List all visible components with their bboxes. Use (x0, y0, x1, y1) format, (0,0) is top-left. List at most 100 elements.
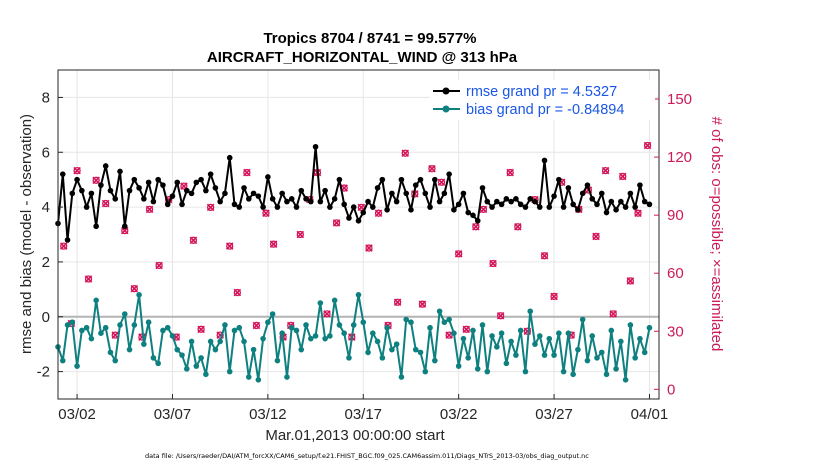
obs-assimilated-stroke (634, 209, 642, 217)
rmse-point (79, 187, 85, 194)
obs-possible-point (357, 203, 366, 212)
bias-point (150, 355, 157, 361)
obs-assimilated-point (437, 178, 446, 187)
rmse-point (465, 209, 472, 216)
obs-assimilated-stroke (84, 275, 93, 283)
rmse-point (603, 209, 610, 216)
plot-area (55, 69, 660, 400)
obs-assimilated-point (454, 250, 463, 258)
bias-point (641, 349, 648, 356)
rmse-point (160, 182, 166, 188)
obs-assimilated-stroke (540, 252, 549, 260)
rmse-point (102, 163, 109, 169)
obs-possible-point (180, 182, 188, 190)
bias-point (121, 311, 128, 317)
obs-possible-point (418, 300, 427, 308)
x-tick-label: 03/27 (535, 406, 573, 423)
rmse-point (579, 190, 586, 197)
obs-assimilated-point (592, 232, 600, 241)
rmse-point (98, 182, 104, 188)
rmse-point (93, 223, 99, 230)
bias-point (584, 357, 591, 364)
rmse-point (203, 187, 209, 194)
rmse-point (308, 198, 314, 205)
rmse-point (346, 215, 352, 221)
bias-point (317, 300, 324, 306)
bias-point (451, 330, 457, 337)
bias-point (618, 338, 624, 345)
bias-point (126, 346, 133, 353)
rmse-point (64, 237, 71, 243)
rmse-point (374, 185, 381, 191)
obs-assimilated-stroke (73, 166, 81, 175)
rmse-point (398, 176, 405, 183)
bias-point (160, 327, 166, 334)
obs-assimilated-point (262, 209, 270, 217)
x-axis-label: Mar.01,2013 00:00:00 start (265, 427, 445, 444)
obs-assimilated-point (84, 275, 93, 283)
x-tick-label: 04/01 (631, 406, 669, 423)
rmse-point (69, 190, 76, 197)
bias-point (308, 335, 314, 342)
obs-possible-point (296, 230, 304, 239)
obs-assimilated-stroke (506, 168, 514, 177)
bias-point (193, 363, 200, 369)
obs-assimilated-point (323, 310, 331, 318)
bias-point (212, 346, 219, 353)
bias-point (222, 322, 228, 328)
bias-point (494, 344, 500, 350)
chart-title: Tropics 8704 / 8741 = 99.577% (263, 30, 476, 47)
bias-point (474, 366, 481, 372)
x-axis: 03/02 03/07 03/12 03/17 03/22 03/27 04/01 (58, 394, 668, 423)
obs-possible-point (428, 165, 436, 173)
rmse-point (226, 154, 233, 161)
rmse-point (193, 179, 200, 186)
rmse-point (336, 176, 343, 183)
obs-possible-point (84, 275, 93, 283)
bias-point (508, 338, 514, 345)
rmse-point (141, 196, 147, 202)
bias-point (241, 338, 247, 345)
rmse-point (298, 187, 305, 194)
bias-point (541, 352, 548, 358)
x-tick-label: 03/12 (249, 406, 287, 423)
rmse-point (183, 187, 190, 194)
obs-assimilated-point (643, 141, 652, 150)
rmse-point (241, 185, 247, 191)
bias-point (293, 327, 300, 334)
bias-point (551, 352, 557, 358)
bias-point (484, 368, 491, 375)
obs-assimilated-stroke (472, 222, 480, 231)
bias-point (131, 322, 138, 328)
obs-assimilated-point (609, 310, 617, 318)
bias-point (384, 324, 390, 331)
obs-possible-point (365, 244, 373, 252)
obs-assimilated-point (496, 312, 505, 320)
bias-point (403, 316, 409, 323)
obs-assimilated-stroke (243, 168, 251, 177)
rmse-point (503, 196, 510, 202)
bias-point (436, 308, 443, 315)
obs-possible-point (472, 223, 480, 231)
obs-possible-point (479, 205, 488, 213)
legend-box (430, 80, 655, 120)
bias-point (455, 363, 462, 369)
rmse-point (589, 196, 596, 202)
obs-assimilated-stroke (496, 312, 505, 320)
bias-point (570, 371, 576, 378)
rmse-point (179, 201, 185, 208)
obs-assimilated-stroke (197, 325, 205, 334)
obs-assimilated-point (514, 222, 522, 231)
rmse-point (155, 176, 161, 183)
bias-point (536, 333, 543, 339)
obs-possible-point (540, 252, 549, 260)
obs-assimilated-stroke (233, 288, 242, 297)
rmse-point (484, 198, 491, 205)
y-axis-label: rmse and bias (model - observation) (18, 114, 35, 354)
bias-point (603, 371, 610, 378)
bias-point (88, 335, 95, 342)
bias-point (594, 355, 600, 361)
legend-rmse-label: rmse grand pr = 4.5327 (466, 84, 617, 100)
bias-point (489, 333, 495, 339)
rmse-point (236, 204, 243, 210)
